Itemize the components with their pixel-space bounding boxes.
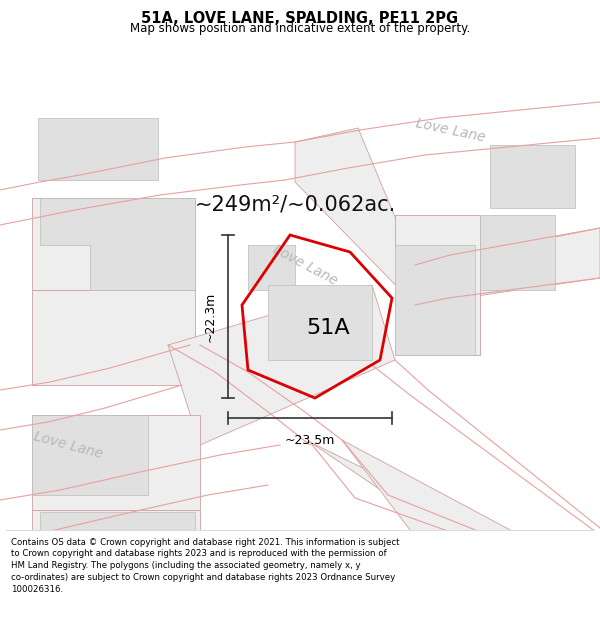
Polygon shape: [32, 415, 200, 510]
Polygon shape: [415, 228, 600, 305]
Polygon shape: [342, 440, 600, 625]
Text: Love Lane: Love Lane: [414, 116, 486, 144]
Polygon shape: [395, 245, 475, 355]
Polygon shape: [310, 442, 600, 625]
Polygon shape: [295, 128, 415, 305]
Polygon shape: [248, 245, 295, 290]
Text: ~23.5m: ~23.5m: [285, 434, 335, 446]
Polygon shape: [32, 510, 200, 585]
Text: ~22.3m: ~22.3m: [203, 291, 217, 342]
Polygon shape: [40, 198, 195, 290]
Polygon shape: [395, 215, 480, 355]
Text: Map shows position and indicative extent of the property.: Map shows position and indicative extent…: [130, 22, 470, 35]
Polygon shape: [40, 512, 195, 580]
Polygon shape: [480, 215, 555, 290]
Polygon shape: [32, 198, 195, 290]
Polygon shape: [268, 285, 372, 360]
Polygon shape: [168, 285, 395, 445]
Polygon shape: [490, 145, 575, 208]
Text: 51A, LOVE LANE, SPALDING, PE11 2PG: 51A, LOVE LANE, SPALDING, PE11 2PG: [142, 11, 458, 26]
Text: 51A: 51A: [306, 318, 350, 338]
Polygon shape: [38, 118, 158, 180]
Polygon shape: [32, 290, 195, 385]
Polygon shape: [32, 415, 148, 495]
Text: Love Lane: Love Lane: [32, 429, 104, 461]
Text: ~249m²/~0.062ac.: ~249m²/~0.062ac.: [194, 195, 395, 215]
Text: Love Lane: Love Lane: [271, 242, 340, 288]
Text: Contains OS data © Crown copyright and database right 2021. This information is : Contains OS data © Crown copyright and d…: [11, 538, 400, 594]
